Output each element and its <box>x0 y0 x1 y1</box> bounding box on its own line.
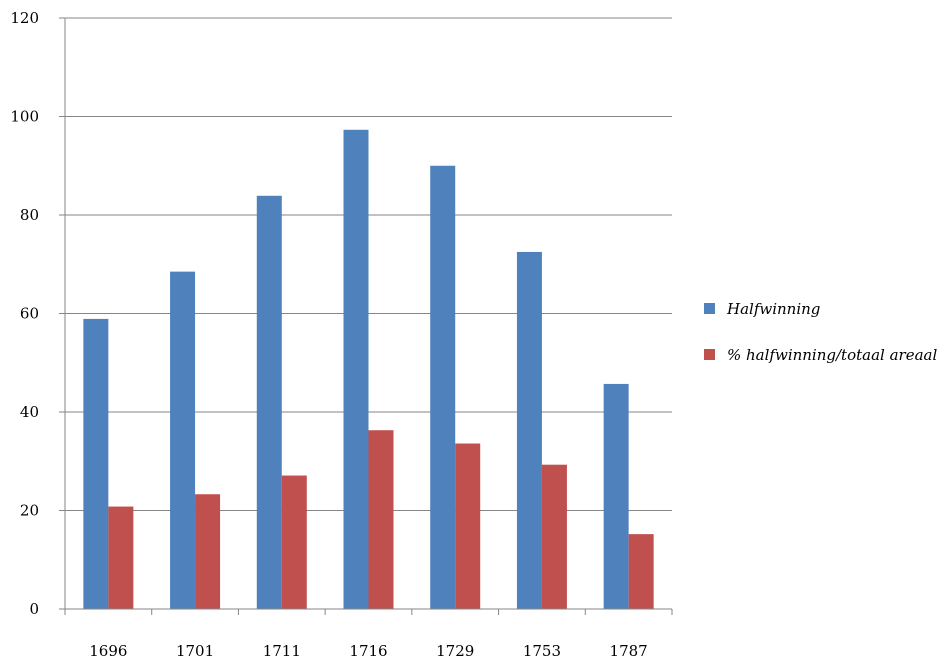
bar-percentage-1787 <box>628 534 654 609</box>
bars <box>83 129 654 610</box>
x-tick-label: 1696 <box>89 642 127 660</box>
bar-halfwinning-1716 <box>343 129 369 610</box>
legend: Halfwinning % halfwinning/totaal areaal <box>704 300 937 364</box>
legend-label: % halfwinning/totaal areaal <box>727 346 937 364</box>
legend-swatch <box>704 303 715 314</box>
legend-item: % halfwinning/totaal areaal <box>704 346 937 364</box>
bar-percentage-1753 <box>541 464 567 609</box>
y-axis-ticks: 0 20 40 60 80 100 120 <box>10 9 65 618</box>
bar-percentage-1716 <box>368 430 394 609</box>
y-tick-label: 60 <box>20 305 39 323</box>
bar-halfwinning-1729 <box>430 165 456 609</box>
legend-label: Halfwinning <box>726 300 820 318</box>
x-tick-label: 1753 <box>523 642 561 660</box>
bar-halfwinning-1787 <box>603 383 629 609</box>
legend-swatch <box>704 349 715 360</box>
bar-percentage-1701 <box>195 494 221 609</box>
x-tick-label: 1701 <box>176 642 214 660</box>
bar-halfwinning-1701 <box>170 271 196 609</box>
y-tick-label: 80 <box>20 206 39 224</box>
x-axis-ticks: 1696 1701 1711 1716 1729 1753 1787 <box>64 609 673 660</box>
x-tick-label: 1787 <box>610 642 648 660</box>
bar-percentage-1711 <box>281 475 307 609</box>
x-tick-label: 1716 <box>349 642 387 660</box>
x-tick-label: 1711 <box>263 642 301 660</box>
y-tick-label: 20 <box>20 502 39 520</box>
legend-item: Halfwinning <box>704 300 820 318</box>
x-tick-label: 1729 <box>436 642 474 660</box>
y-tick-label: 100 <box>10 108 39 126</box>
bar-halfwinning-1711 <box>256 195 282 610</box>
bar-halfwinning-1753 <box>516 251 542 609</box>
bar-percentage-1729 <box>455 443 481 609</box>
y-tick-label: 40 <box>20 403 39 421</box>
bar-halfwinning-1696 <box>83 318 109 609</box>
bar-percentage-1696 <box>108 506 134 609</box>
y-tick-label: 0 <box>29 600 39 618</box>
y-tick-label: 120 <box>10 9 39 27</box>
